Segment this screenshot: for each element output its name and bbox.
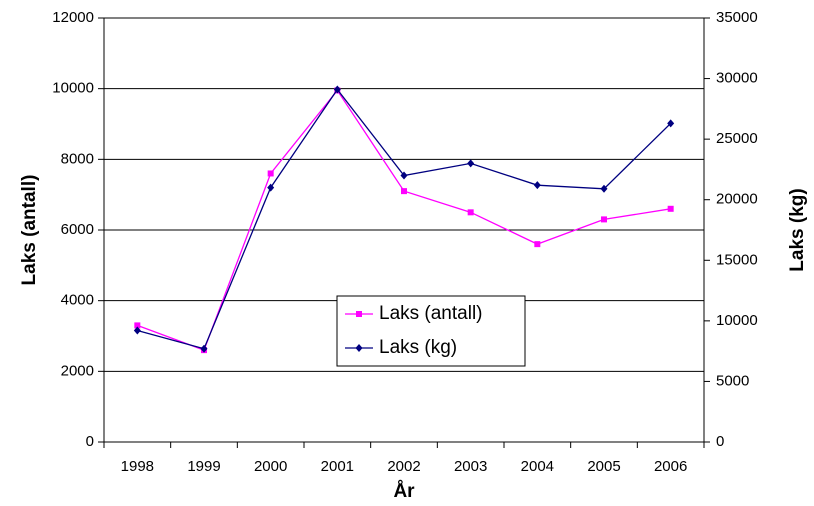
marker bbox=[600, 184, 608, 193]
x-tick-label: 2001 bbox=[321, 458, 354, 475]
x-tick-label: 2003 bbox=[454, 458, 487, 475]
x-axis-label: År bbox=[393, 481, 415, 502]
y-tick-label: 8000 bbox=[61, 150, 94, 167]
legend-box bbox=[336, 295, 526, 367]
y-tick-label: 6000 bbox=[61, 221, 94, 238]
marker bbox=[133, 326, 141, 335]
marker bbox=[333, 85, 341, 94]
marker bbox=[467, 209, 474, 216]
x-tick-label: 2002 bbox=[387, 458, 420, 475]
x-tick-label: 2000 bbox=[254, 458, 287, 475]
y2-tick-label: 35000 bbox=[716, 9, 758, 26]
y2-axis-label: Laks (kg) bbox=[787, 188, 808, 271]
y2-tick-label: 15000 bbox=[716, 251, 758, 268]
marker bbox=[134, 322, 141, 329]
marker bbox=[667, 119, 675, 128]
x-tick-label: 2005 bbox=[587, 458, 620, 475]
marker bbox=[200, 344, 208, 353]
legend-label: Laks (kg) bbox=[379, 337, 457, 358]
marker bbox=[267, 170, 274, 177]
y-tick-label: 0 bbox=[86, 433, 94, 450]
marker bbox=[356, 311, 362, 317]
x-tick-label: 1999 bbox=[187, 458, 220, 475]
x-tick-label: 2004 bbox=[521, 458, 554, 475]
y2-tick-label: 10000 bbox=[716, 312, 758, 329]
y2-tick-label: 0 bbox=[716, 433, 724, 450]
marker bbox=[533, 181, 541, 190]
y-tick-label: 2000 bbox=[61, 362, 94, 379]
y-tick-label: 10000 bbox=[52, 80, 94, 97]
y-tick-label: 4000 bbox=[61, 292, 94, 309]
marker bbox=[267, 183, 275, 192]
marker bbox=[401, 188, 407, 195]
marker bbox=[667, 205, 674, 212]
legend-label: Laks (antall) bbox=[379, 303, 483, 324]
y2-tick-label: 20000 bbox=[716, 191, 758, 208]
marker bbox=[400, 171, 408, 180]
marker bbox=[534, 241, 541, 248]
y2-tick-label: 5000 bbox=[716, 372, 749, 389]
y2-tick-label: 30000 bbox=[716, 70, 758, 87]
y-axis-label: Laks (antall) bbox=[19, 175, 40, 286]
x-tick-label: 2006 bbox=[654, 458, 687, 475]
x-tick-label: 1998 bbox=[121, 458, 154, 475]
marker bbox=[601, 216, 607, 223]
marker bbox=[467, 159, 475, 168]
marker bbox=[355, 344, 363, 352]
y-tick-label: 12000 bbox=[52, 9, 94, 26]
y2-tick-label: 25000 bbox=[716, 130, 758, 147]
